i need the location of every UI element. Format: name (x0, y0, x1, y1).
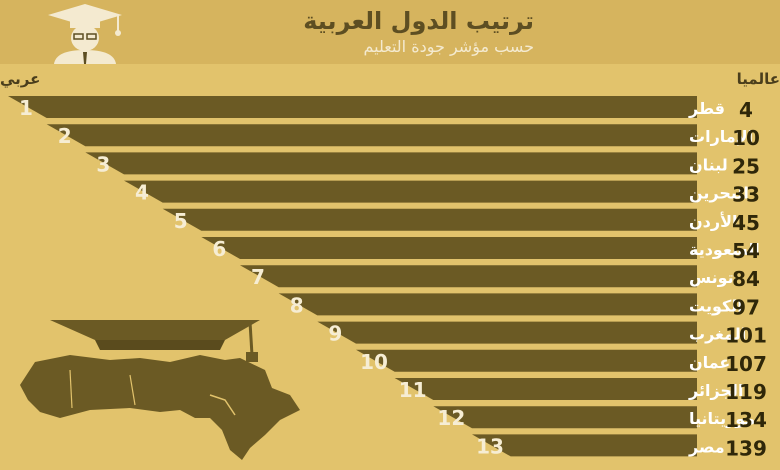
bar (278, 293, 697, 316)
page-title: ترتيب الدول العربية (303, 7, 534, 35)
bar (356, 349, 697, 372)
table-row: 13 مصر 139 (472, 434, 767, 460)
country-label: مصر (688, 437, 725, 456)
arab-rank-label: 7 (251, 265, 265, 289)
country-label: تونس (689, 268, 734, 287)
country-label: الإمارات (689, 127, 753, 146)
header-banner: ترتيب الدول العربية حسب مؤشر جودة التعلي… (0, 0, 780, 64)
world-rank-label: 33 (732, 183, 760, 207)
arab-rank-label: 6 (212, 237, 226, 261)
country-label: الأردن (689, 212, 737, 231)
world-rank-label: 139 (725, 436, 767, 460)
arab-rank-label: 8 (290, 293, 304, 317)
world-rank-label: 107 (725, 352, 767, 376)
graduate-icon (48, 4, 122, 64)
bar (472, 434, 697, 457)
country-label: لبنان (689, 155, 728, 174)
world-rank-header: عالميا (736, 70, 780, 88)
arab-rank-label: 11 (399, 378, 427, 402)
world-rank-label: 25 (732, 154, 760, 178)
arab-rank-label: 9 (328, 322, 342, 346)
arab-rank-label: 2 (58, 124, 72, 148)
world-rank-label: 10 (732, 126, 760, 150)
arab-rank-label: 13 (476, 434, 504, 458)
bar (162, 208, 697, 231)
country-label: السعودية (689, 240, 760, 259)
world-rank-label: 45 (732, 211, 760, 235)
country-label: الكويت (689, 296, 743, 315)
table-row: 3 لبنان 25 (85, 152, 760, 178)
world-rank-label: 84 (732, 267, 760, 291)
arab-rank-label: 4 (135, 181, 149, 205)
bar (433, 406, 697, 429)
world-rank-label: 4 (739, 98, 753, 122)
bar (46, 124, 697, 147)
country-label: الجزائر (688, 381, 743, 400)
arab-rank-label: 3 (96, 152, 110, 176)
world-rank-label: 119 (725, 380, 767, 404)
world-rank-label: 54 (732, 239, 760, 263)
world-rank-label: 97 (732, 295, 760, 319)
bar (8, 96, 697, 118)
arab-rank-label: 12 (437, 406, 465, 430)
world-rank-label: 101 (725, 324, 767, 348)
country-label: موريتانيا (689, 409, 755, 428)
table-row: 1 قطر 4 (8, 96, 753, 122)
arab-rank-label: 1 (19, 96, 33, 120)
bar (394, 378, 697, 400)
world-rank-label: 134 (725, 408, 767, 432)
bar (317, 321, 697, 344)
arab-rank-header: عربي (0, 70, 41, 88)
bar (85, 152, 698, 175)
bar (124, 180, 697, 203)
country-label: المغرب (689, 325, 746, 344)
arab-world-map-icon (20, 320, 300, 460)
bar (240, 265, 697, 288)
arab-rank-label: 5 (174, 209, 188, 233)
bar (201, 237, 698, 259)
country-label: قطر (688, 99, 725, 118)
country-label: عمان (689, 353, 730, 372)
arab-rank-label: 10 (360, 350, 388, 374)
page-subtitle: حسب مؤشر جودة التعليم (363, 37, 534, 56)
country-label: البحرين (689, 184, 749, 203)
